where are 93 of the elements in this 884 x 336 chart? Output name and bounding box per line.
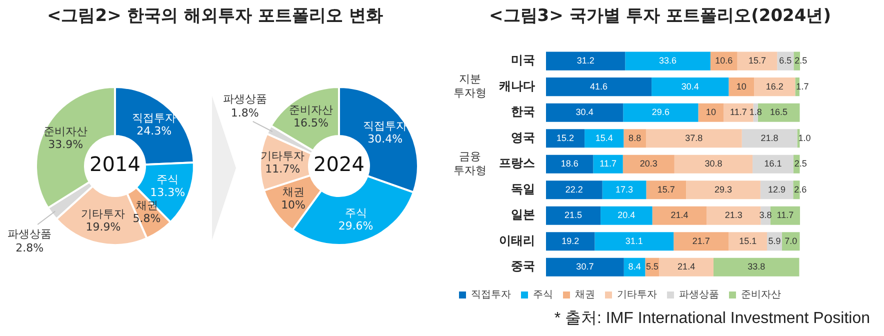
data-label: 8.4 bbox=[628, 262, 641, 272]
text: 지분 투자형 bbox=[454, 72, 486, 100]
slice-label: 직접투자 bbox=[132, 112, 176, 125]
data-label: 17.3 bbox=[616, 184, 634, 194]
y-tick-label: 미국 bbox=[511, 53, 535, 68]
data-label: 5.9 bbox=[768, 236, 781, 246]
data-label: 19.2 bbox=[562, 236, 580, 246]
text: * 출처: IMF International Investment Position bbox=[554, 309, 870, 329]
slice-label: 파생상품 bbox=[8, 227, 52, 240]
data-label: 16.2 bbox=[766, 81, 784, 92]
data-label: 15.1 bbox=[739, 236, 757, 246]
data-label: 6.5 bbox=[779, 56, 792, 66]
data-label: 3.8 bbox=[759, 210, 772, 220]
text: 2024 bbox=[314, 152, 364, 176]
data-label: 29.6 bbox=[652, 107, 670, 118]
data-label: 20.4 bbox=[618, 210, 636, 220]
slice-label: 기타투자 bbox=[81, 208, 126, 221]
text: 금융 투자형 bbox=[454, 150, 486, 177]
data-label: 21.4 bbox=[670, 210, 688, 220]
legend-label: 파생상품 bbox=[679, 290, 719, 301]
data-label: 21.8 bbox=[760, 132, 778, 143]
data-label: 7.0 bbox=[784, 236, 798, 246]
legend-label: 채권 bbox=[575, 290, 595, 301]
data-label: 19.9% bbox=[86, 220, 121, 234]
data-label: 21.7 bbox=[692, 236, 710, 246]
y-tick-label: 독일 bbox=[511, 182, 535, 196]
y-tick-label: 일본 bbox=[511, 208, 535, 222]
data-label: 2.8% bbox=[16, 241, 44, 254]
legend-label: 준비자산 bbox=[741, 290, 781, 301]
data-label: 24.3% bbox=[136, 124, 172, 138]
y-tick-label: 이태리 bbox=[499, 233, 535, 248]
data-label: 15.7 bbox=[748, 56, 766, 66]
legend-label: 직접투자 bbox=[471, 290, 511, 301]
slice-label: 채권 bbox=[282, 186, 304, 199]
text: 2014 bbox=[90, 152, 140, 176]
data-label: 20.3 bbox=[640, 158, 658, 169]
legend-label: 주식 bbox=[533, 290, 553, 301]
data-label: 21.3 bbox=[724, 210, 742, 220]
data-label: 31.1 bbox=[625, 236, 643, 246]
data-label: 33.8 bbox=[748, 262, 766, 272]
data-label: 30.4 bbox=[681, 81, 699, 92]
data-label: 2.6 bbox=[794, 184, 807, 194]
data-label: 1.0 bbox=[798, 132, 811, 143]
slice-label: 파생상품 bbox=[222, 92, 267, 106]
slice-label: 주식 bbox=[156, 172, 179, 186]
data-label: 16.5% bbox=[294, 116, 328, 130]
data-label: 16.5 bbox=[770, 107, 788, 118]
data-label: 11.7 bbox=[600, 158, 616, 169]
data-label: 33.6 bbox=[659, 56, 677, 66]
data-label: 11.7% bbox=[265, 162, 300, 176]
data-label: 30.4 bbox=[576, 107, 594, 118]
data-label: 8.8 bbox=[628, 132, 642, 143]
data-label: 10.6 bbox=[715, 56, 733, 66]
data-label: 29.3 bbox=[714, 184, 732, 194]
data-label: 1.8% bbox=[230, 106, 259, 120]
data-label: 30.8 bbox=[704, 158, 722, 169]
data-label: 29.6% bbox=[338, 219, 374, 232]
data-label: 11.7 bbox=[776, 210, 794, 220]
data-label: 16.1 bbox=[764, 158, 782, 169]
data-label: 11.7 bbox=[730, 107, 747, 118]
data-label: 10% bbox=[281, 198, 306, 212]
y-tick-label: 프랑스 bbox=[499, 156, 535, 170]
data-label: 13.3% bbox=[150, 186, 186, 199]
slice-label: 직접투자 bbox=[363, 120, 408, 133]
data-label: 15.2 bbox=[556, 132, 574, 143]
slice-label: 준비자산 bbox=[44, 124, 88, 138]
data-label: 33.9% bbox=[48, 138, 84, 151]
y-tick-label: 캐나다 bbox=[498, 78, 535, 93]
data-label: 1.8 bbox=[749, 107, 762, 118]
legend-label: 기타투자 bbox=[617, 290, 657, 301]
data-label: 30.7 bbox=[576, 262, 594, 272]
data-label: 10 bbox=[736, 81, 746, 92]
data-label: 22.2 bbox=[565, 184, 583, 194]
y-tick-label: 영국 bbox=[511, 130, 535, 144]
data-label: 21.5 bbox=[564, 210, 582, 220]
data-label: 31.2 bbox=[576, 56, 594, 66]
slice-label: 준비자산 bbox=[289, 103, 333, 116]
chart-title: <그림2> 한국의 해외투자 포트폴리오 변화 bbox=[46, 5, 384, 27]
y-tick-label: 한국 bbox=[511, 104, 535, 119]
data-label: 41.6 bbox=[590, 81, 608, 92]
data-label: 21.4 bbox=[678, 262, 696, 272]
data-label: 15.4 bbox=[595, 132, 613, 143]
data-label: 12.9 bbox=[768, 184, 786, 194]
data-label: 37.8 bbox=[685, 132, 703, 143]
data-label: 30.4% bbox=[368, 132, 403, 146]
chart-title: <그림3> 국가별 투자 포트폴리오(2024년) bbox=[488, 5, 832, 27]
data-label: 10 bbox=[706, 107, 716, 118]
data-label: 15.7 bbox=[657, 184, 675, 194]
y-tick-label: 중국 bbox=[511, 259, 535, 274]
slice-label: 기타투자 bbox=[260, 149, 305, 162]
data-label: 5.5 bbox=[646, 262, 658, 272]
slice-label: 주식 bbox=[344, 206, 367, 220]
data-label: 18.6 bbox=[560, 158, 578, 169]
